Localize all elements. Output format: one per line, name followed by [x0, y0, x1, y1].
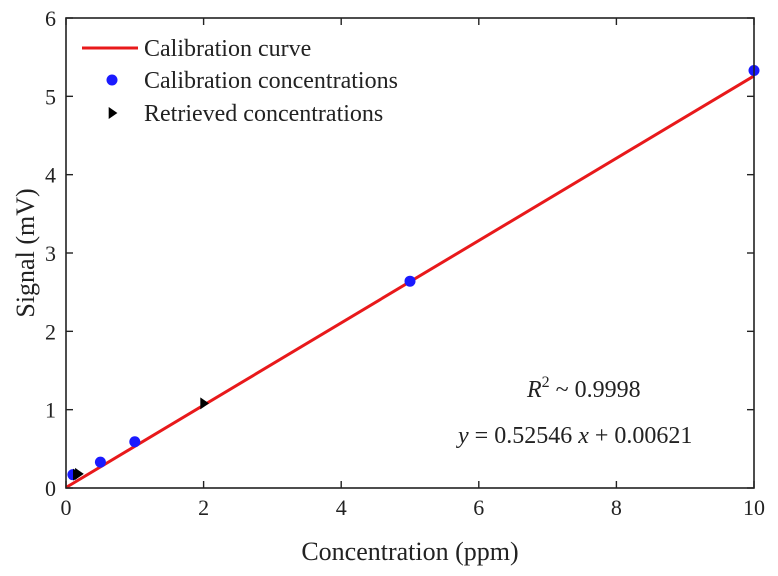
x-tick-label: 10 [743, 495, 765, 520]
x-tick-label: 6 [473, 495, 484, 520]
x-tick-label: 0 [61, 495, 72, 520]
legend: Calibration curve Calibration concentrat… [82, 36, 398, 127]
retrieved-point [200, 397, 209, 410]
eq-x: x [577, 423, 589, 449]
legend-triangle-swatch [108, 107, 118, 119]
legend-label-calibration-curve: Calibration curve [144, 36, 311, 62]
y-axis-label: Signal (mV) [11, 188, 40, 317]
x-tick-label: 2 [198, 495, 209, 520]
x-axis-label: Concentration (ppm) [301, 537, 518, 566]
fit-equation-annotation: y = 0.52546 x + 0.00621 [456, 423, 692, 449]
calibration-point [404, 275, 416, 287]
r-squared-annotation: R2 ~ 0.9998 [526, 374, 641, 403]
eq-middle: = 0.52546 [469, 423, 579, 449]
series-layer [65, 64, 760, 489]
r2-superscript: 2 [542, 374, 550, 391]
plot-frame [65, 17, 755, 489]
legend-label-calibration-concentrations: Calibration concentrations [144, 68, 398, 94]
y-tick-label: 3 [45, 241, 56, 266]
y-tick-label: 6 [45, 6, 56, 31]
eq-y: y [456, 423, 469, 449]
retrieved-point [75, 467, 84, 480]
calibration-point [129, 436, 141, 448]
x-tick-label: 8 [611, 495, 622, 520]
legend-label-retrieved-concentrations: Retrieved concentrations [144, 101, 383, 127]
y-tick-label: 0 [45, 476, 56, 501]
calibration-point [94, 456, 106, 468]
x-tick-label: 4 [336, 495, 347, 520]
r2-value: ~ 0.9998 [550, 377, 641, 403]
y-tick-label: 2 [45, 319, 56, 344]
r2-symbol: R [526, 377, 542, 403]
y-tick-label: 4 [45, 163, 56, 188]
y-tick-label: 1 [45, 398, 56, 423]
eq-rest: + 0.00621 [589, 423, 693, 449]
y-tick-label: 5 [45, 84, 56, 109]
legend-circle-swatch [106, 74, 118, 86]
